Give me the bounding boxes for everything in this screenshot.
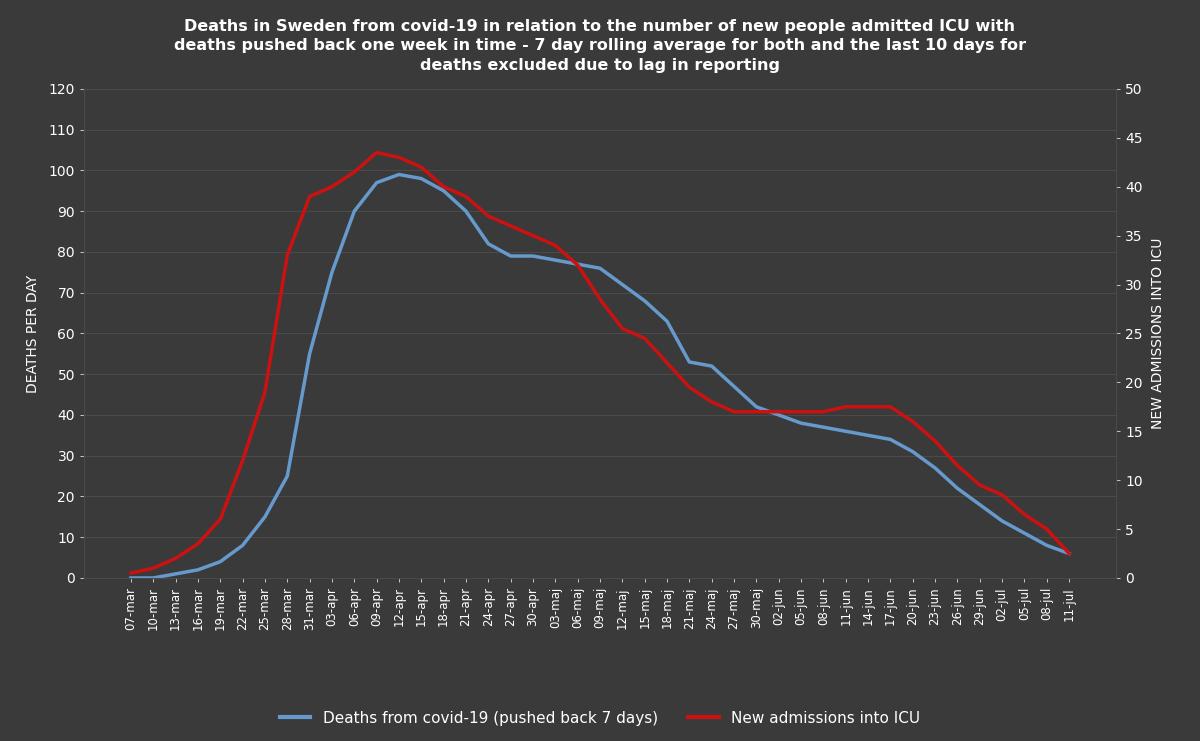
New admissions into ICU [168,554,182,563]
New admissions into ICU [504,222,518,230]
Deaths from covid-19 (pushed back 7 days) [391,170,406,179]
Line: Deaths from covid-19 (pushed back 7 days): Deaths from covid-19 (pushed back 7 days… [131,175,1069,578]
New admissions into ICU [124,568,138,577]
Line: New admissions into ICU: New admissions into ICU [131,153,1069,573]
Deaths from covid-19 (pushed back 7 days) [1018,529,1032,538]
New admissions into ICU [727,408,742,416]
Deaths from covid-19 (pushed back 7 days) [682,357,696,366]
New admissions into ICU [794,408,809,416]
Deaths from covid-19 (pushed back 7 days) [458,207,473,216]
New admissions into ICU [637,334,652,343]
Y-axis label: DEATHS PER DAY: DEATHS PER DAY [26,274,40,393]
New admissions into ICU [616,324,630,333]
Deaths from covid-19 (pushed back 7 days) [749,402,763,411]
Deaths from covid-19 (pushed back 7 days) [972,500,986,509]
New admissions into ICU [682,383,696,392]
Deaths from covid-19 (pushed back 7 days) [280,471,294,480]
New admissions into ICU [995,491,1009,499]
New admissions into ICU [749,408,763,416]
Deaths from covid-19 (pushed back 7 days) [995,516,1009,525]
New admissions into ICU [972,481,986,490]
New admissions into ICU [883,402,898,411]
Deaths from covid-19 (pushed back 7 days) [570,260,584,269]
Deaths from covid-19 (pushed back 7 days) [816,422,830,431]
Deaths from covid-19 (pushed back 7 days) [548,256,563,265]
New admissions into ICU [414,163,428,172]
Deaths from covid-19 (pushed back 7 days) [124,574,138,582]
Deaths from covid-19 (pushed back 7 days) [504,252,518,261]
New admissions into ICU [235,456,250,465]
Deaths from covid-19 (pushed back 7 days) [325,268,340,276]
Deaths from covid-19 (pushed back 7 days) [191,565,205,574]
Deaths from covid-19 (pushed back 7 days) [1062,549,1076,558]
Y-axis label: NEW ADMISSIONS INTO ICU: NEW ADMISSIONS INTO ICU [1151,238,1165,429]
Deaths from covid-19 (pushed back 7 days) [1039,541,1054,550]
Deaths from covid-19 (pushed back 7 days) [214,557,228,566]
New admissions into ICU [704,397,719,406]
Legend: Deaths from covid-19 (pushed back 7 days), New admissions into ICU: Deaths from covid-19 (pushed back 7 days… [274,705,926,731]
Deaths from covid-19 (pushed back 7 days) [839,427,853,436]
New admissions into ICU [1062,549,1076,558]
New admissions into ICU [570,261,584,270]
Deaths from covid-19 (pushed back 7 days) [168,569,182,578]
Deaths from covid-19 (pushed back 7 days) [370,178,384,187]
Deaths from covid-19 (pushed back 7 days) [347,207,361,216]
New admissions into ICU [458,192,473,201]
New admissions into ICU [325,182,340,191]
Deaths from covid-19 (pushed back 7 days) [481,239,496,248]
New admissions into ICU [214,515,228,524]
Deaths from covid-19 (pushed back 7 days) [727,382,742,391]
Deaths from covid-19 (pushed back 7 days) [593,264,607,273]
Deaths from covid-19 (pushed back 7 days) [660,317,674,326]
New admissions into ICU [191,539,205,548]
New admissions into ICU [1018,510,1032,519]
New admissions into ICU [1039,525,1054,534]
Text: Deaths in Sweden from covid-19 in relation to the number of new people admitted : Deaths in Sweden from covid-19 in relati… [174,19,1026,73]
New admissions into ICU [839,402,853,411]
New admissions into ICU [258,388,272,396]
New admissions into ICU [391,153,406,162]
New admissions into ICU [950,461,965,470]
Deaths from covid-19 (pushed back 7 days) [637,296,652,305]
Deaths from covid-19 (pushed back 7 days) [794,419,809,428]
Deaths from covid-19 (pushed back 7 days) [860,431,875,439]
Deaths from covid-19 (pushed back 7 days) [414,174,428,183]
New admissions into ICU [370,148,384,157]
New admissions into ICU [928,436,942,445]
Deaths from covid-19 (pushed back 7 days) [616,280,630,289]
New admissions into ICU [347,167,361,176]
New admissions into ICU [660,359,674,368]
New admissions into ICU [146,564,161,573]
New admissions into ICU [772,408,786,416]
Deaths from covid-19 (pushed back 7 days) [883,435,898,444]
New admissions into ICU [906,417,920,426]
New admissions into ICU [548,241,563,250]
Deaths from covid-19 (pushed back 7 days) [437,186,451,195]
New admissions into ICU [860,402,875,411]
Deaths from covid-19 (pushed back 7 days) [146,574,161,582]
Deaths from covid-19 (pushed back 7 days) [950,484,965,493]
Deaths from covid-19 (pushed back 7 days) [906,448,920,456]
New admissions into ICU [526,231,540,240]
New admissions into ICU [593,295,607,304]
New admissions into ICU [280,250,294,259]
Deaths from covid-19 (pushed back 7 days) [258,513,272,522]
New admissions into ICU [816,408,830,416]
Deaths from covid-19 (pushed back 7 days) [772,411,786,419]
New admissions into ICU [302,192,317,201]
Deaths from covid-19 (pushed back 7 days) [526,252,540,261]
Deaths from covid-19 (pushed back 7 days) [235,541,250,550]
Deaths from covid-19 (pushed back 7 days) [704,362,719,370]
Deaths from covid-19 (pushed back 7 days) [302,350,317,359]
New admissions into ICU [437,182,451,191]
Deaths from covid-19 (pushed back 7 days) [928,464,942,473]
New admissions into ICU [481,212,496,221]
